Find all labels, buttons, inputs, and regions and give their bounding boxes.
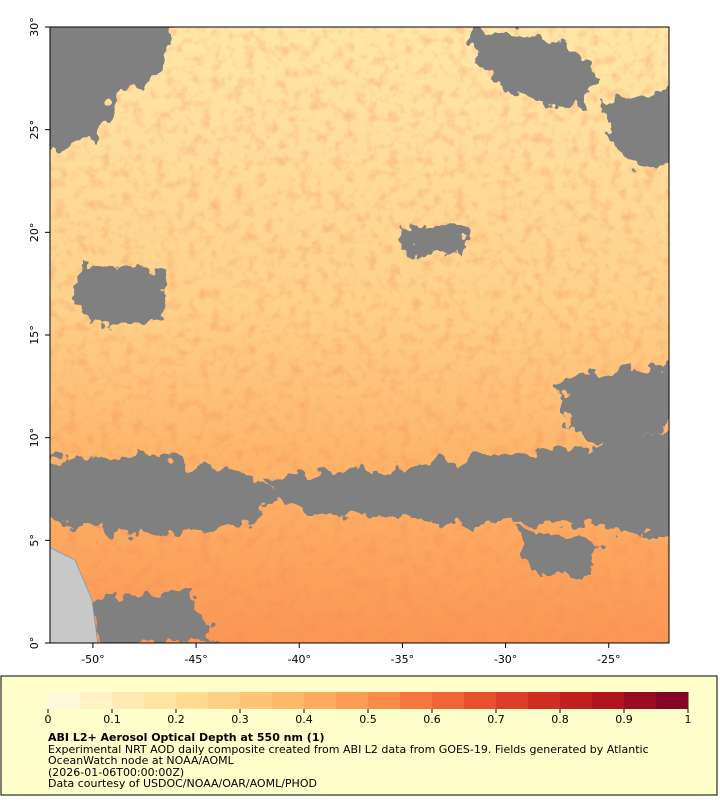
colorbar-segment xyxy=(432,692,465,709)
colorbar-segment xyxy=(336,692,369,709)
colorbar-tick-label: 0.8 xyxy=(551,713,569,726)
colorbar-segment xyxy=(624,692,657,709)
legend-line: Experimental NRT AOD daily composite cre… xyxy=(48,743,649,756)
y-tick-label: 0° xyxy=(28,637,41,650)
colorbar-tick-label: 0.3 xyxy=(231,713,249,726)
x-tick-label: -25° xyxy=(597,653,620,666)
colorbar-tick-label: 1 xyxy=(685,713,692,726)
legend-line: OceanWatch node at NOAA/AOML xyxy=(48,754,235,767)
y-tick-label: 10° xyxy=(28,428,41,448)
land xyxy=(50,547,99,643)
x-tick-label: -50° xyxy=(81,653,104,666)
colorbar-tick-label: 0.7 xyxy=(487,713,505,726)
colorbar-segment xyxy=(48,692,81,709)
legend-line: (2026-01-06T00:00:00Z) xyxy=(48,766,184,779)
colorbar-segment xyxy=(560,692,593,709)
colorbar-tick-label: 0 xyxy=(45,713,52,726)
colorbar-segment xyxy=(144,692,177,709)
colorbar-tick-label: 0.6 xyxy=(423,713,441,726)
colorbar-segment xyxy=(176,692,209,709)
colorbar-segment xyxy=(240,692,273,709)
y-tick-label: 30° xyxy=(28,17,41,37)
colorbar-segment xyxy=(304,692,337,709)
colorbar-segment xyxy=(80,692,113,709)
colorbar-segment xyxy=(272,692,305,709)
colorbar-segment xyxy=(656,692,689,709)
y-tick-label: 20° xyxy=(28,223,41,243)
colorbar-segment xyxy=(112,692,145,709)
colorbar-segment xyxy=(208,692,241,709)
x-tick-label: -45° xyxy=(184,653,207,666)
x-tick-label: -35° xyxy=(391,653,414,666)
colorbar-tick-label: 0.2 xyxy=(167,713,185,726)
colorbar-segment xyxy=(464,692,497,709)
colorbar-segment xyxy=(496,692,529,709)
legend-title: ABI L2+ Aerosol Optical Depth at 550 nm … xyxy=(48,731,325,744)
colorbar-segment xyxy=(592,692,625,709)
x-tick-label: -40° xyxy=(288,653,311,666)
colorbar-segment xyxy=(528,692,561,709)
colorbar-tick-label: 0.5 xyxy=(359,713,377,726)
aod-raster xyxy=(50,27,669,643)
y-tick-label: 5° xyxy=(28,534,41,547)
y-tick-label: 25° xyxy=(28,120,41,140)
colorbar-tick-label: 0.9 xyxy=(615,713,633,726)
no-data-areas xyxy=(50,27,669,643)
legend-line: Data courtesy of USDOC/NOAA/OAR/AOML/PHO… xyxy=(48,777,317,790)
colorbar-tick-label: 0.4 xyxy=(295,713,313,726)
y-tick-label: 15° xyxy=(28,325,41,345)
x-tick-label: -30° xyxy=(494,653,517,666)
colorbar-segment xyxy=(368,692,401,709)
colorbar-tick-label: 0.1 xyxy=(103,713,121,726)
colorbar-segment xyxy=(400,692,433,709)
